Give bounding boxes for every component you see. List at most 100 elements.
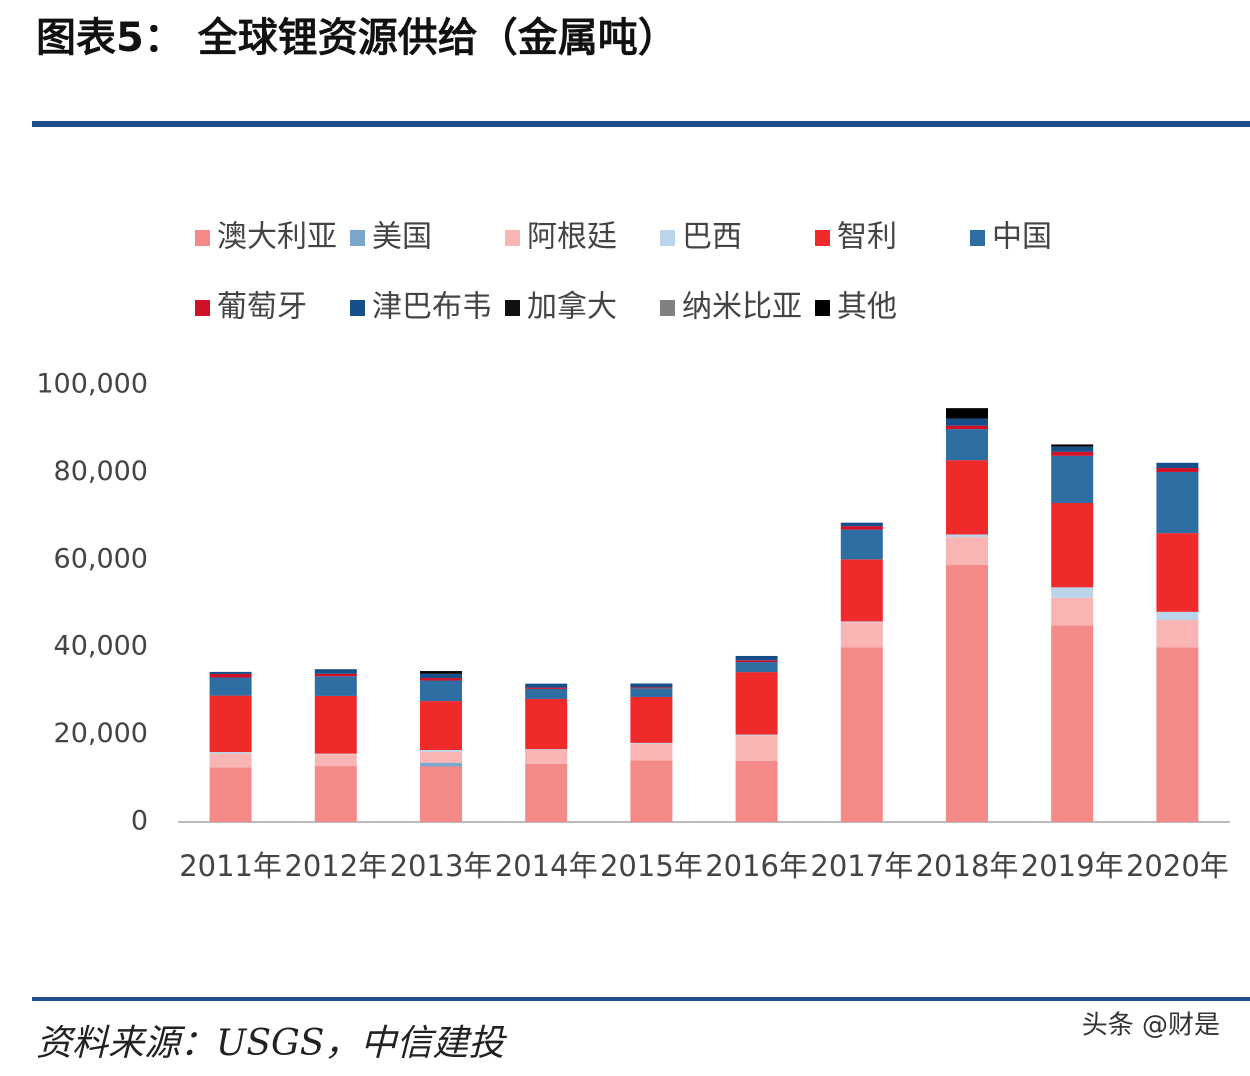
bar-segment <box>420 678 462 681</box>
bar-segment <box>1051 597 1094 626</box>
legend-swatch <box>505 230 520 246</box>
bar-segment <box>314 673 357 677</box>
legend-label: 中国 <box>992 220 1052 255</box>
bar-segment <box>1156 471 1199 534</box>
bar-segment <box>946 408 988 419</box>
bar-segment <box>209 695 252 752</box>
bar-segment <box>946 537 988 566</box>
x-tick-label: 2016年 <box>705 849 808 883</box>
legend-swatch <box>815 300 830 316</box>
bar-segment <box>630 743 673 761</box>
legend-swatch <box>505 300 520 316</box>
bar-segment <box>420 751 462 763</box>
legend-label: 加拿大 <box>527 290 617 325</box>
legend-swatch <box>350 300 365 316</box>
legend-label: 葡萄牙 <box>217 290 307 325</box>
bar-segment <box>1051 451 1094 456</box>
rule <box>32 997 1250 1001</box>
bar-segment <box>735 760 778 822</box>
x-tick-label: 2020年 <box>1126 849 1229 883</box>
bar-segment <box>420 766 462 822</box>
bar-segment <box>420 680 462 702</box>
bar-segment <box>209 751 252 754</box>
bar-segment <box>314 753 357 755</box>
bar-segment <box>420 673 462 679</box>
x-tick-label: 2019年 <box>1021 849 1124 883</box>
x-tick-label: 2014年 <box>495 849 598 883</box>
bar-segment <box>209 753 252 768</box>
bar-segment <box>525 687 568 689</box>
y-tick-label: 60,000 <box>54 543 148 574</box>
bar-segment <box>420 671 462 674</box>
bar-segment <box>840 647 883 822</box>
y-tick-label: 0 <box>131 806 148 837</box>
bar-segment <box>735 672 778 735</box>
bar-segment <box>630 742 673 744</box>
x-tick-label: 2013年 <box>390 849 493 883</box>
legend-label: 其他 <box>837 290 897 325</box>
legend-label: 巴西 <box>682 220 742 255</box>
bar-segment <box>209 671 252 674</box>
bar-segment <box>525 683 568 688</box>
bar-segment <box>314 676 357 696</box>
bar-segment <box>735 662 778 673</box>
bar-segment <box>525 749 568 764</box>
bar-segment <box>314 669 357 674</box>
legend-label: 澳大利亚 <box>217 220 337 255</box>
bar-segment <box>314 766 357 822</box>
bar-segment <box>1156 468 1199 472</box>
legend-swatch <box>660 230 675 246</box>
legend-label: 纳米比亚 <box>682 290 802 325</box>
bar-segment <box>525 749 568 750</box>
bar-segment <box>314 754 357 767</box>
watermark: 头条 @财是 <box>1082 1011 1220 1041</box>
y-tick-label: 20,000 <box>54 718 148 749</box>
x-tick-label: 2012年 <box>284 849 387 883</box>
bar-segment <box>735 735 778 761</box>
legend-swatch <box>660 300 675 316</box>
bar-segment <box>1051 446 1094 452</box>
bar-segment <box>630 688 673 698</box>
legend-swatch <box>815 230 830 246</box>
bar-segment <box>630 687 673 689</box>
bar-segment <box>1156 462 1199 469</box>
source: 资料来源：USGS，中信建投 <box>36 1023 507 1064</box>
bar-segment <box>946 565 988 822</box>
bar-segment <box>840 526 883 530</box>
legend-label: 智利 <box>837 220 897 255</box>
title: 图表5： 全球锂资源供给（金属吨） <box>36 15 678 61</box>
x-tick-label: 2015年 <box>600 849 703 883</box>
bar-segment <box>525 763 568 822</box>
bar-segment <box>735 734 778 736</box>
bar-segment <box>735 655 778 661</box>
bar-segment <box>1156 620 1199 648</box>
bar-segment <box>420 762 462 767</box>
bar-segment <box>1156 647 1199 822</box>
bar-segment <box>1156 533 1199 612</box>
bar-segment <box>946 429 988 461</box>
bar-segment <box>420 701 462 751</box>
rule <box>32 121 1250 127</box>
legend-swatch <box>195 300 210 316</box>
x-tick-label: 2011年 <box>179 849 282 883</box>
legend-label: 美国 <box>372 220 432 255</box>
x-tick-label: 2017年 <box>810 849 913 883</box>
bar-segment <box>735 660 778 663</box>
bar-segment <box>1156 611 1199 621</box>
bar-segment <box>946 425 988 430</box>
bar-segment <box>840 529 883 560</box>
bar-segment <box>946 534 988 538</box>
bar-segment <box>1051 444 1094 447</box>
bar-segment <box>525 698 568 750</box>
bar-segment <box>840 622 883 648</box>
bar-segment <box>630 697 673 743</box>
bar-segment <box>1051 625 1094 822</box>
bar-segment <box>840 621 883 623</box>
bar-segment <box>840 559 883 622</box>
bar-segment <box>1051 502 1094 588</box>
bar-segment <box>209 767 252 822</box>
bar-segment <box>840 522 883 527</box>
bar-segment <box>630 760 673 822</box>
bar-segment <box>525 688 568 699</box>
